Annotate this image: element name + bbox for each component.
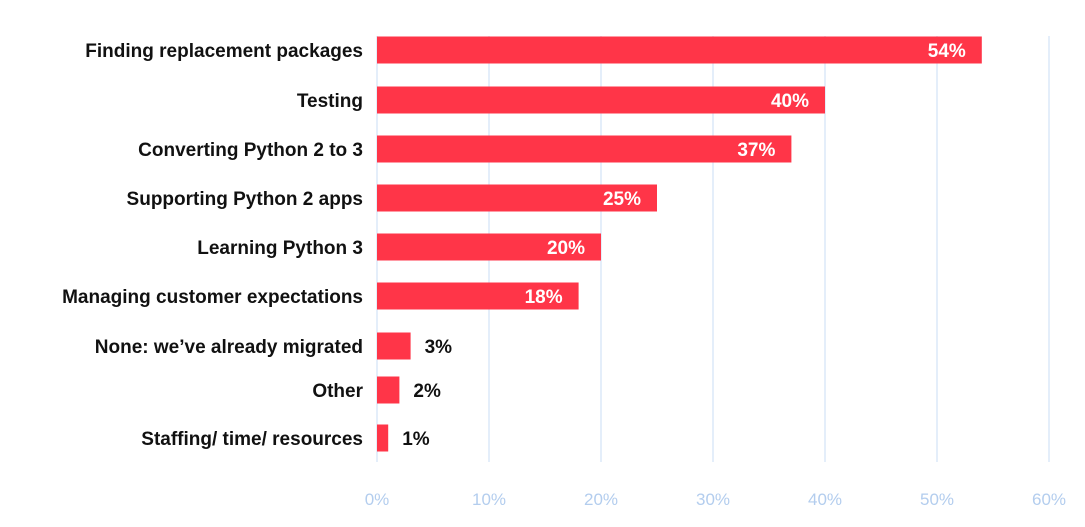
category-label: None: we’ve already migrated [95,337,363,358]
x-tick-label: 20% [584,490,618,509]
data-labels: 54% 40% 37% 25% 20% 18% 3% 2% 1% [402,41,966,450]
x-axis-ticks: 0% 10% 20% 30% 40% 50% 60% [365,490,1066,509]
category-label: Staffing/ time/ resources [141,429,363,450]
bars [377,36,982,452]
bar [377,233,601,261]
category-label: Finding replacement packages [85,41,363,62]
bar [377,376,400,404]
category-label: Converting Python 2 to 3 [138,140,363,161]
bar [377,184,657,212]
bar [377,135,792,163]
category-label: Testing [297,91,363,112]
x-tick-label: 60% [1032,490,1066,509]
data-label: 1% [402,429,430,450]
data-label: 40% [771,91,809,112]
bar [377,36,982,64]
category-label: Other [312,381,363,402]
data-label: 2% [413,381,441,402]
category-labels: Finding replacement packages Testing Conve… [62,41,363,450]
data-label: 25% [603,189,641,210]
data-label: 3% [425,337,453,358]
data-label: 18% [525,287,563,308]
x-tick-label: 50% [920,490,954,509]
bar [377,332,411,360]
category-label: Learning Python 3 [197,238,363,259]
data-label: 37% [737,140,775,161]
data-label: 20% [547,238,585,259]
bar [377,86,825,114]
category-label: Managing customer expectations [62,287,363,308]
x-tick-label: 10% [472,490,506,509]
x-tick-label: 0% [365,490,390,509]
x-tick-label: 40% [808,490,842,509]
x-tick-label: 30% [696,490,730,509]
bar [377,282,579,310]
bar [377,424,389,452]
category-label: Supporting Python 2 apps [127,189,363,210]
data-label: 54% [928,41,966,62]
